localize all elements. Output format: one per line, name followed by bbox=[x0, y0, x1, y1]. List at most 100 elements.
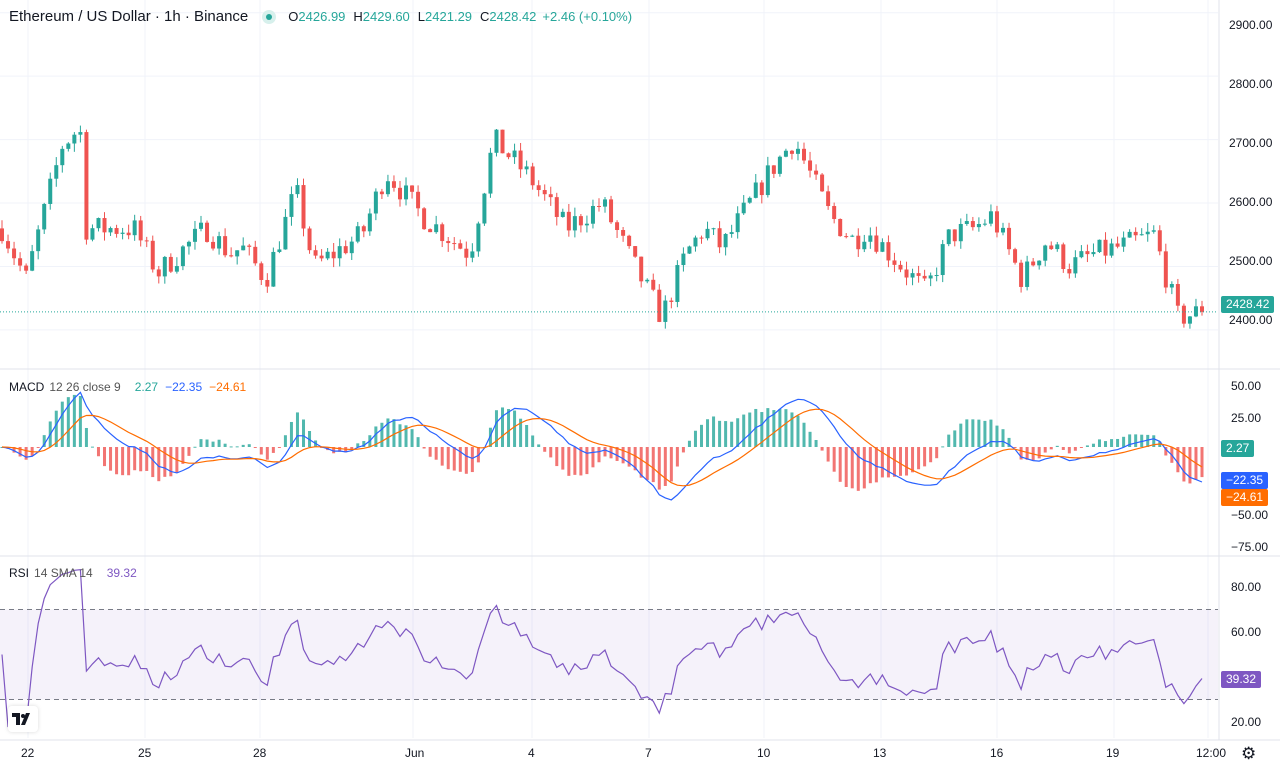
macd-hist-bar bbox=[36, 447, 40, 448]
candle-body bbox=[1175, 284, 1180, 306]
macd-hist-bar bbox=[820, 447, 824, 451]
macd-hist-bar bbox=[362, 441, 366, 447]
candle-body bbox=[838, 218, 843, 237]
candle-body bbox=[48, 178, 53, 204]
macd-hist-bar bbox=[199, 439, 203, 447]
candle-body bbox=[36, 229, 41, 252]
symbol-title[interactable]: Ethereum / US Dollar · 1h · Binance bbox=[9, 8, 249, 25]
candle-body bbox=[633, 246, 638, 257]
macd-hist-bar bbox=[724, 421, 728, 447]
rsi-tick: 80.00 bbox=[1231, 580, 1262, 594]
candle-body bbox=[645, 279, 650, 282]
candle-body bbox=[850, 235, 855, 237]
macd-tick: 50.00 bbox=[1231, 379, 1262, 393]
macd-hist-bar bbox=[247, 444, 251, 447]
time-label: 10 bbox=[757, 746, 771, 760]
candle-body bbox=[506, 153, 511, 158]
macd-hist-bar bbox=[935, 447, 939, 459]
candle-body bbox=[548, 194, 553, 198]
candle-body bbox=[542, 190, 547, 195]
tradingview-logo-icon[interactable] bbox=[8, 706, 38, 732]
macd-hist-bar bbox=[464, 447, 468, 474]
macd-hist-bar bbox=[579, 447, 583, 476]
macd-hist-bar bbox=[923, 447, 927, 467]
macd-hist-bar bbox=[886, 447, 890, 478]
candle-body bbox=[958, 223, 963, 242]
candle-body bbox=[416, 191, 421, 209]
candle-body bbox=[976, 224, 981, 228]
candle-body bbox=[814, 170, 819, 175]
candle-body bbox=[205, 222, 210, 242]
rsi-line bbox=[1, 569, 1203, 728]
candle-body bbox=[422, 208, 427, 230]
rsi-tick: 60.00 bbox=[1231, 625, 1262, 639]
candle-body bbox=[385, 181, 390, 195]
macd-hist-bar bbox=[60, 401, 64, 447]
candle-body bbox=[325, 251, 330, 259]
candle-body bbox=[669, 300, 674, 302]
macd-hist-bar bbox=[995, 425, 999, 447]
candle-body bbox=[627, 235, 632, 247]
candle-body bbox=[1055, 244, 1060, 250]
macd-hist-bar bbox=[1122, 436, 1126, 447]
candle-body bbox=[1079, 251, 1084, 258]
macd-hist-bar bbox=[1182, 447, 1186, 482]
macd-hist-bar bbox=[205, 439, 209, 447]
macd-hist-bar bbox=[145, 447, 149, 471]
candle-body bbox=[717, 228, 722, 248]
macd-hist-bar bbox=[989, 419, 993, 447]
macd-hist-bar bbox=[1043, 447, 1047, 453]
macd-hist-bar bbox=[784, 409, 788, 447]
candle-body bbox=[518, 150, 523, 170]
candle-body bbox=[554, 197, 559, 217]
candle-body bbox=[916, 273, 921, 276]
macd-hist-bar bbox=[856, 447, 860, 491]
candle-body bbox=[1115, 243, 1120, 247]
candle-body bbox=[530, 166, 535, 186]
candle-body bbox=[150, 240, 155, 270]
macd-hist-bar bbox=[790, 412, 794, 447]
macd-hist-bar bbox=[911, 447, 915, 473]
candle-body bbox=[174, 266, 179, 272]
macd-hist-bar bbox=[965, 419, 969, 447]
macd-hist-bar bbox=[1164, 447, 1168, 456]
macd-hist-bar bbox=[651, 447, 655, 483]
time-label: 25 bbox=[138, 746, 152, 760]
rsi-legend[interactable]: RSI 14 SMA 14 39.32 bbox=[9, 566, 137, 580]
candle-body bbox=[331, 251, 336, 259]
macd-legend[interactable]: MACD 12 26 close 9 2.27 −22.35 −24.61 bbox=[9, 380, 246, 394]
macd-tick: 25.00 bbox=[1231, 411, 1262, 425]
macd-hist-bar bbox=[573, 447, 577, 475]
candle-body bbox=[572, 216, 577, 231]
macd-hist-bar bbox=[446, 447, 450, 470]
macd-hist-bar bbox=[639, 447, 643, 478]
candle-body bbox=[265, 279, 270, 287]
macd-hist-bar bbox=[730, 421, 734, 447]
rsi-tag: 39.32 bbox=[1221, 671, 1262, 688]
macd-hist-bar bbox=[736, 418, 740, 447]
candle-body bbox=[789, 150, 794, 154]
candle-body bbox=[54, 165, 59, 179]
macd-hist-bar bbox=[1049, 447, 1053, 450]
macd-hist-bar bbox=[374, 426, 378, 447]
macd-hist-bar bbox=[1073, 447, 1077, 451]
gear-icon[interactable]: ⚙ bbox=[1241, 744, 1257, 763]
candle-body bbox=[168, 256, 173, 272]
macd-hist-bar bbox=[941, 446, 945, 448]
candle-body bbox=[367, 213, 372, 232]
candle-body bbox=[795, 148, 800, 154]
macd-hist-bar bbox=[121, 447, 125, 476]
candle-body bbox=[603, 199, 608, 207]
candle-body bbox=[253, 246, 258, 264]
macd-hist-bar bbox=[350, 447, 354, 450]
macd-hist-bar bbox=[18, 447, 22, 457]
macd-lines bbox=[1, 391, 1203, 501]
candle-body bbox=[12, 248, 17, 259]
macd-hist-bar bbox=[109, 447, 113, 471]
candle-body bbox=[229, 255, 234, 257]
macd-hist-bar bbox=[742, 414, 746, 447]
macd-hist-bar bbox=[78, 395, 82, 447]
candle-body bbox=[1193, 306, 1198, 317]
candle-body bbox=[349, 241, 354, 254]
